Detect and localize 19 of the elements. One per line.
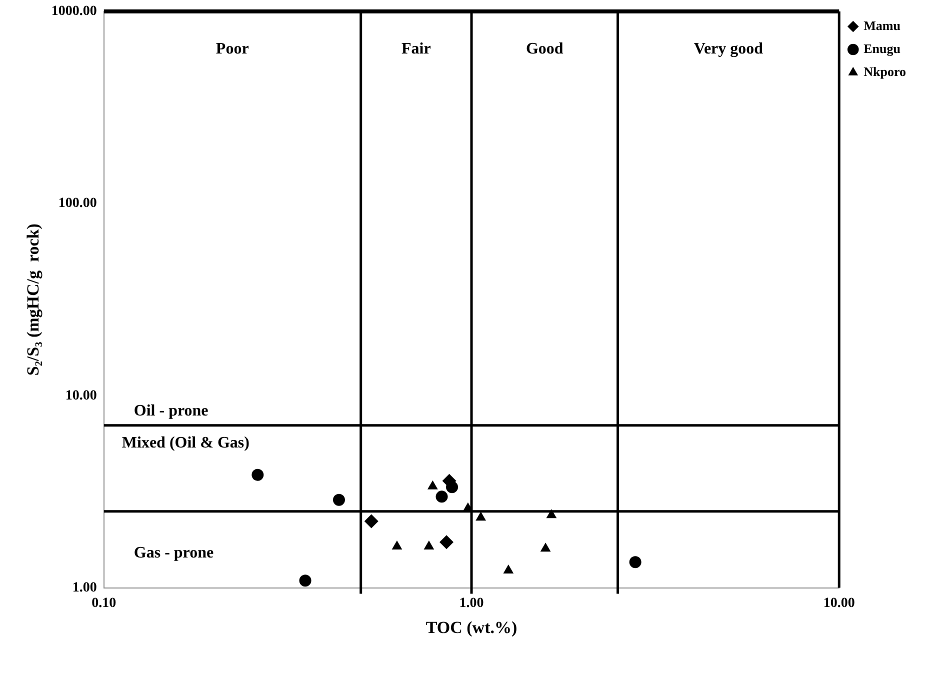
y-axis-title: S₂/S₃ (mgHC/g rock) (24, 224, 43, 376)
annotation: Mixed (Oil & Gas) (122, 434, 250, 452)
x-axis-title: TOC (wt.%) (426, 618, 518, 638)
legend-label: Nkporo (864, 64, 906, 79)
x-tick-label: 0.10 (92, 596, 116, 611)
annotation: Fair (402, 40, 431, 58)
annotation: Good (526, 40, 564, 58)
y-tick-label: 1.00 (72, 580, 97, 596)
y-tick-label: 100.00 (58, 196, 97, 212)
y-tick-label: 10.00 (65, 388, 97, 404)
annotation: Gas - prone (134, 544, 214, 562)
legend-label: Enugu (864, 40, 900, 56)
annotation: Very good (694, 40, 764, 58)
x-tick-label: 10.00 (823, 596, 855, 611)
legend-label: Mamu (864, 18, 900, 33)
annotation: Oil - prone (134, 402, 208, 420)
annotation: Poor (216, 40, 249, 58)
y-tick-label: 1000.00 (51, 4, 97, 20)
x-tick-label: 1.00 (459, 596, 484, 611)
